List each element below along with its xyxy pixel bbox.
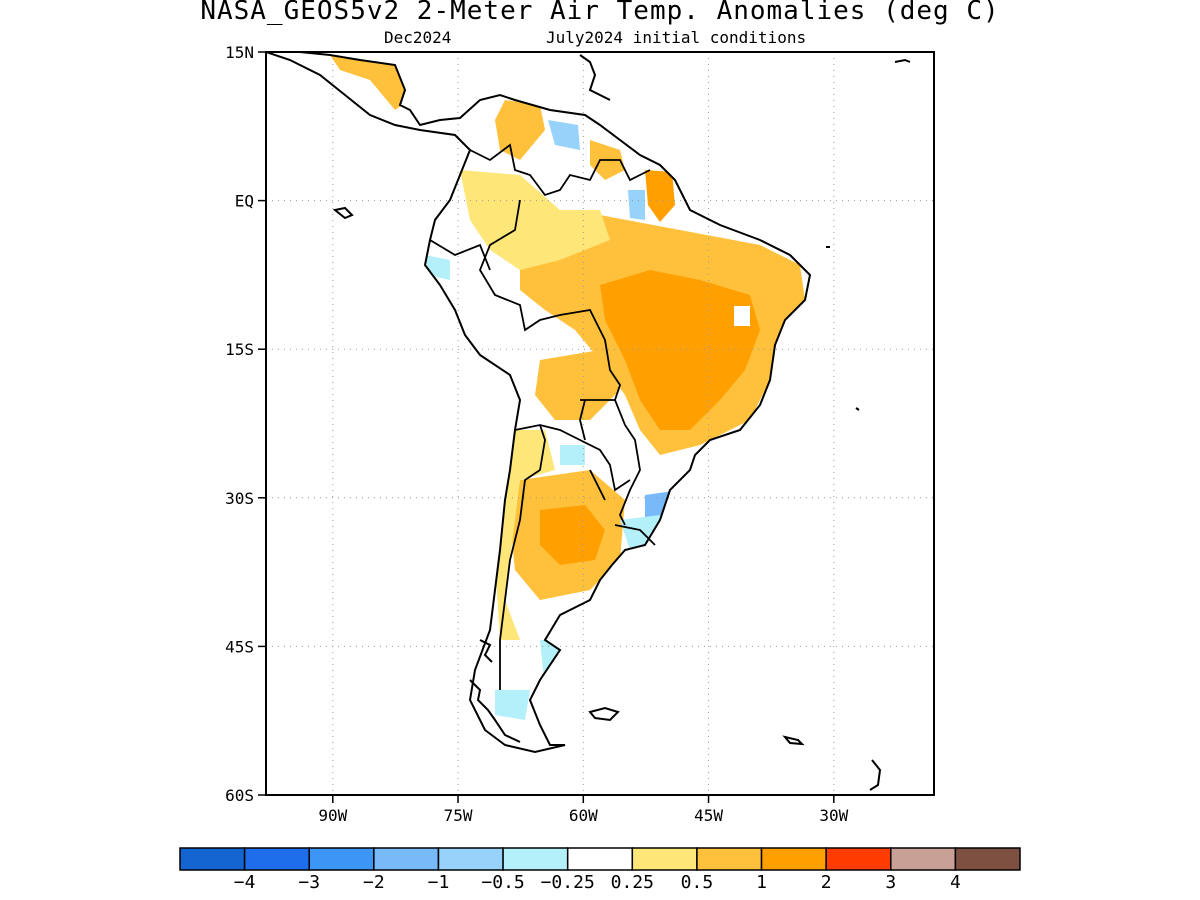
colorbar-swatch: [825, 847, 892, 871]
map-title: NASA_GEOS5v2 2-Meter Air Temp. Anomalies…: [200, 0, 1000, 26]
sandwich-islands: [869, 759, 882, 791]
south-america-coastline: [266, 52, 812, 754]
colorbar-label: −2: [363, 872, 385, 893]
caribbean-coast: [579, 54, 611, 101]
anomaly-region-venezuela-warm: [495, 100, 545, 160]
colorbar-swatch: [890, 847, 957, 871]
galapagos-islands: [332, 206, 354, 220]
colorbar-swatch: [760, 847, 827, 871]
lat-tick-label: 15S: [225, 340, 254, 359]
colorbar-swatch: [696, 847, 763, 871]
colorbar-label: 2: [821, 872, 832, 893]
colorbar-label: 0.25: [611, 872, 654, 893]
country-borders: [429, 143, 656, 690]
anomaly-region-venezuela-cool: [548, 120, 580, 150]
colorbar-label: −0.5: [481, 872, 524, 893]
colorbar-swatch: [243, 847, 310, 871]
latitude-axis: 15N EQ 15S 30S 45S 60S: [225, 43, 266, 805]
colorbar-swatch: [373, 847, 440, 871]
initial-conditions-label: July2024 initial conditions: [546, 28, 807, 47]
falkland-islands: [588, 706, 620, 722]
colorbar-label: −3: [298, 872, 320, 893]
lon-tick-label: 90W: [318, 806, 347, 825]
islands: [332, 54, 911, 791]
trindade-island: [855, 407, 860, 411]
colorbar-label: −1: [428, 872, 450, 893]
lat-tick-label: 30S: [225, 489, 254, 508]
colorbar-swatch: [631, 847, 698, 871]
anomaly-region-brazil-strong: [600, 270, 760, 430]
south-georgia-island: [782, 735, 805, 746]
anomaly-region-guiana-cool: [628, 190, 645, 220]
lat-tick-label: 15N: [225, 43, 254, 62]
colorbar-label: 1: [756, 872, 767, 893]
colorbar-label: 4: [950, 872, 961, 893]
colorbar-label: 0.5: [681, 872, 714, 893]
colorbar-swatch: [179, 847, 246, 871]
anomaly-region-bolivia-warm: [535, 350, 620, 420]
longitude-axis: 90W 75W 60W 45W 30W: [318, 795, 849, 825]
anomaly-region-chile-south-cool: [495, 690, 530, 720]
lon-tick-label: 60W: [569, 806, 598, 825]
missing-data-cell: [734, 306, 750, 326]
colorbar-swatch: [502, 847, 569, 871]
colorbar-label: −4: [234, 872, 256, 893]
colorbar: −4 −3 −2 −1 −0.5 −0.25 0.25 0.5 1 2 3 4: [179, 847, 1021, 893]
colorbar-label: 3: [885, 872, 896, 893]
map-frame: [265, 51, 935, 796]
colorbar-swatch: [954, 847, 1021, 871]
chiloe-fragments: [479, 639, 493, 663]
colorbar-swatch: [308, 847, 375, 871]
lon-tick-label: 75W: [444, 806, 473, 825]
anomaly-region-central-america-warm: [330, 55, 410, 110]
caribbean-island: [894, 58, 911, 63]
lat-tick-label: 45S: [225, 637, 254, 656]
lon-tick-label: 45W: [694, 806, 723, 825]
colorbar-swatch: [437, 847, 504, 871]
forecast-month-label: Dec2024: [384, 28, 452, 47]
anomaly-region-argentina-strong: [540, 505, 605, 565]
anomaly-region-chaco-cool: [560, 445, 585, 465]
lon-tick-label: 30W: [819, 806, 848, 825]
lat-tick-label: EQ: [235, 192, 254, 211]
anomaly-region-amazon-light: [460, 170, 610, 270]
lat-tick-label: 60S: [225, 786, 254, 805]
colorbar-label: −0.25: [541, 872, 595, 893]
anomaly-region-andes-warm: [495, 430, 555, 640]
map-area: [266, 52, 934, 795]
colorbar-swatch: [566, 847, 634, 871]
tierra-del-fuego-fragments: [469, 679, 521, 743]
anomaly-region-amapa-strong: [645, 170, 675, 222]
